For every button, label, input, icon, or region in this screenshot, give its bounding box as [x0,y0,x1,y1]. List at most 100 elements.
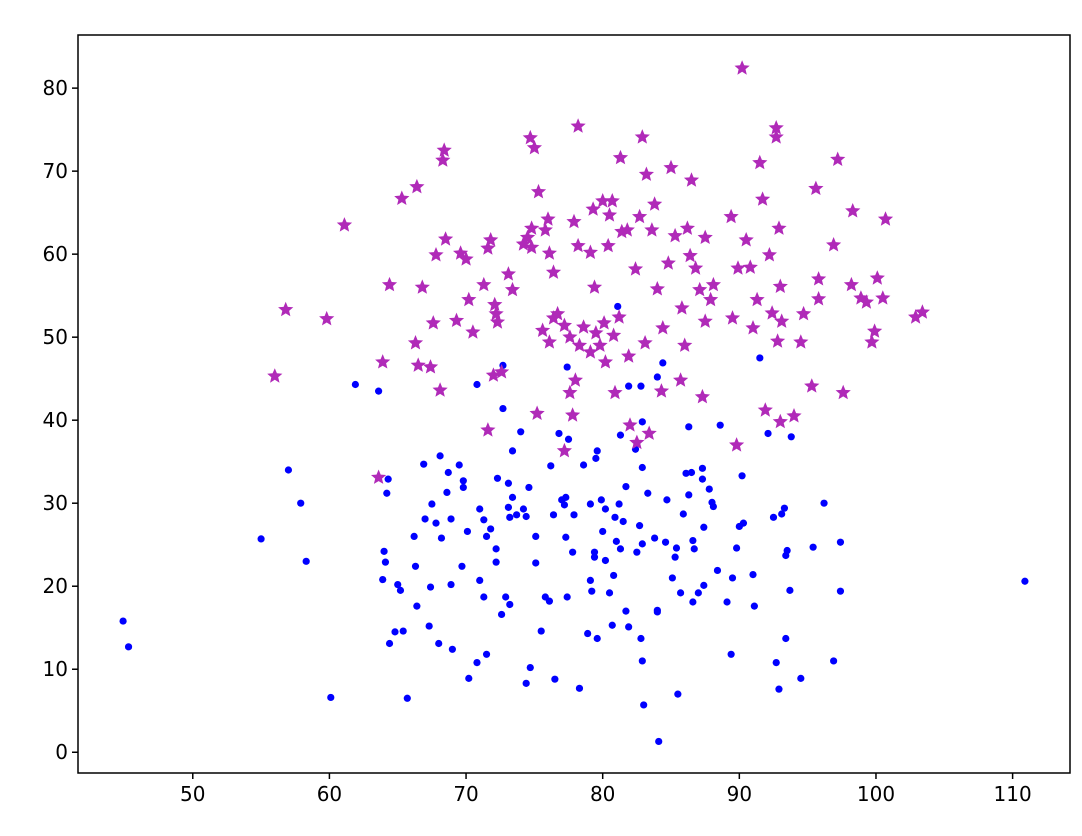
point [661,538,670,546]
point [689,536,697,545]
star-point [480,422,496,437]
star-point [673,372,689,387]
star-point [410,357,426,372]
point [685,491,693,499]
point [579,461,588,469]
star-point [588,325,604,340]
point [385,639,394,648]
star-point [858,294,874,309]
point [555,429,563,438]
star-point [627,261,644,276]
point [473,380,481,389]
star-point [619,222,635,237]
point [605,589,614,597]
star-point [582,244,598,259]
point [327,693,335,702]
star-point [375,354,391,369]
star-point [336,217,353,232]
star-point [679,220,695,235]
star-point [638,166,654,181]
star-point [319,310,335,326]
star-point [738,232,754,247]
star-point [494,364,510,379]
star-point [730,260,746,275]
point [432,519,440,527]
point [638,418,646,426]
y-tick-label: 70 [43,159,68,183]
star-point [745,320,761,335]
star-point [772,278,788,293]
star-point [835,384,851,400]
point [563,363,571,371]
star-point [629,434,645,450]
point [473,658,481,667]
point [679,510,687,518]
point [413,602,421,610]
x-tick-label: 110 [994,782,1032,806]
point [780,504,789,512]
point [420,460,428,468]
star-point [535,322,551,337]
point [508,447,517,455]
star-point [522,129,538,145]
point [447,515,455,523]
star-point [541,334,557,349]
point [302,557,310,565]
point [687,468,696,477]
point [297,499,305,507]
point [480,593,488,601]
point [783,546,791,555]
point [772,658,780,667]
star-point [537,222,553,237]
point [549,511,558,519]
star-point [566,213,582,229]
star-point [428,247,444,262]
y-tick-label: 20 [43,574,68,598]
point [635,522,644,530]
star-point [488,305,504,321]
star-point [641,425,657,440]
y-tick-label: 50 [43,325,68,349]
point [124,643,133,651]
star-point [461,291,477,307]
point [756,354,764,362]
point [425,622,433,630]
point [655,737,663,746]
x-tick-label: 50 [180,782,205,806]
point [383,489,391,497]
star-point [622,417,638,432]
star-point [595,193,611,208]
point [522,679,530,687]
point [448,645,456,653]
point [668,574,676,582]
point [403,694,411,702]
star-point [757,402,773,417]
star-point [692,281,708,297]
y-tick-label: 30 [43,491,68,515]
point [640,701,648,709]
star-point [545,264,562,279]
point [476,576,484,585]
star-point [524,239,540,254]
star-point [655,320,671,335]
star-point [489,314,506,329]
point [396,586,405,594]
point [537,627,545,635]
star-point [637,335,653,350]
point [119,617,127,625]
point [690,545,698,553]
point [519,505,528,513]
point [480,516,488,524]
star-point [694,388,710,404]
point [592,454,600,462]
star-point [611,309,627,324]
x-tick-label: 60 [317,782,342,806]
point [786,586,794,594]
point [1021,577,1029,585]
star-point [908,309,924,324]
star-point [663,159,679,175]
star-point [667,227,683,243]
point [532,559,540,567]
point [465,674,473,682]
